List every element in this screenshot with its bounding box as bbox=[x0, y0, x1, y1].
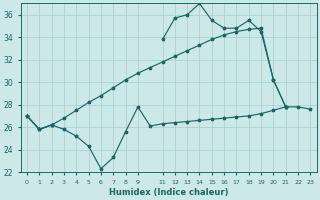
X-axis label: Humidex (Indice chaleur): Humidex (Indice chaleur) bbox=[109, 188, 228, 197]
